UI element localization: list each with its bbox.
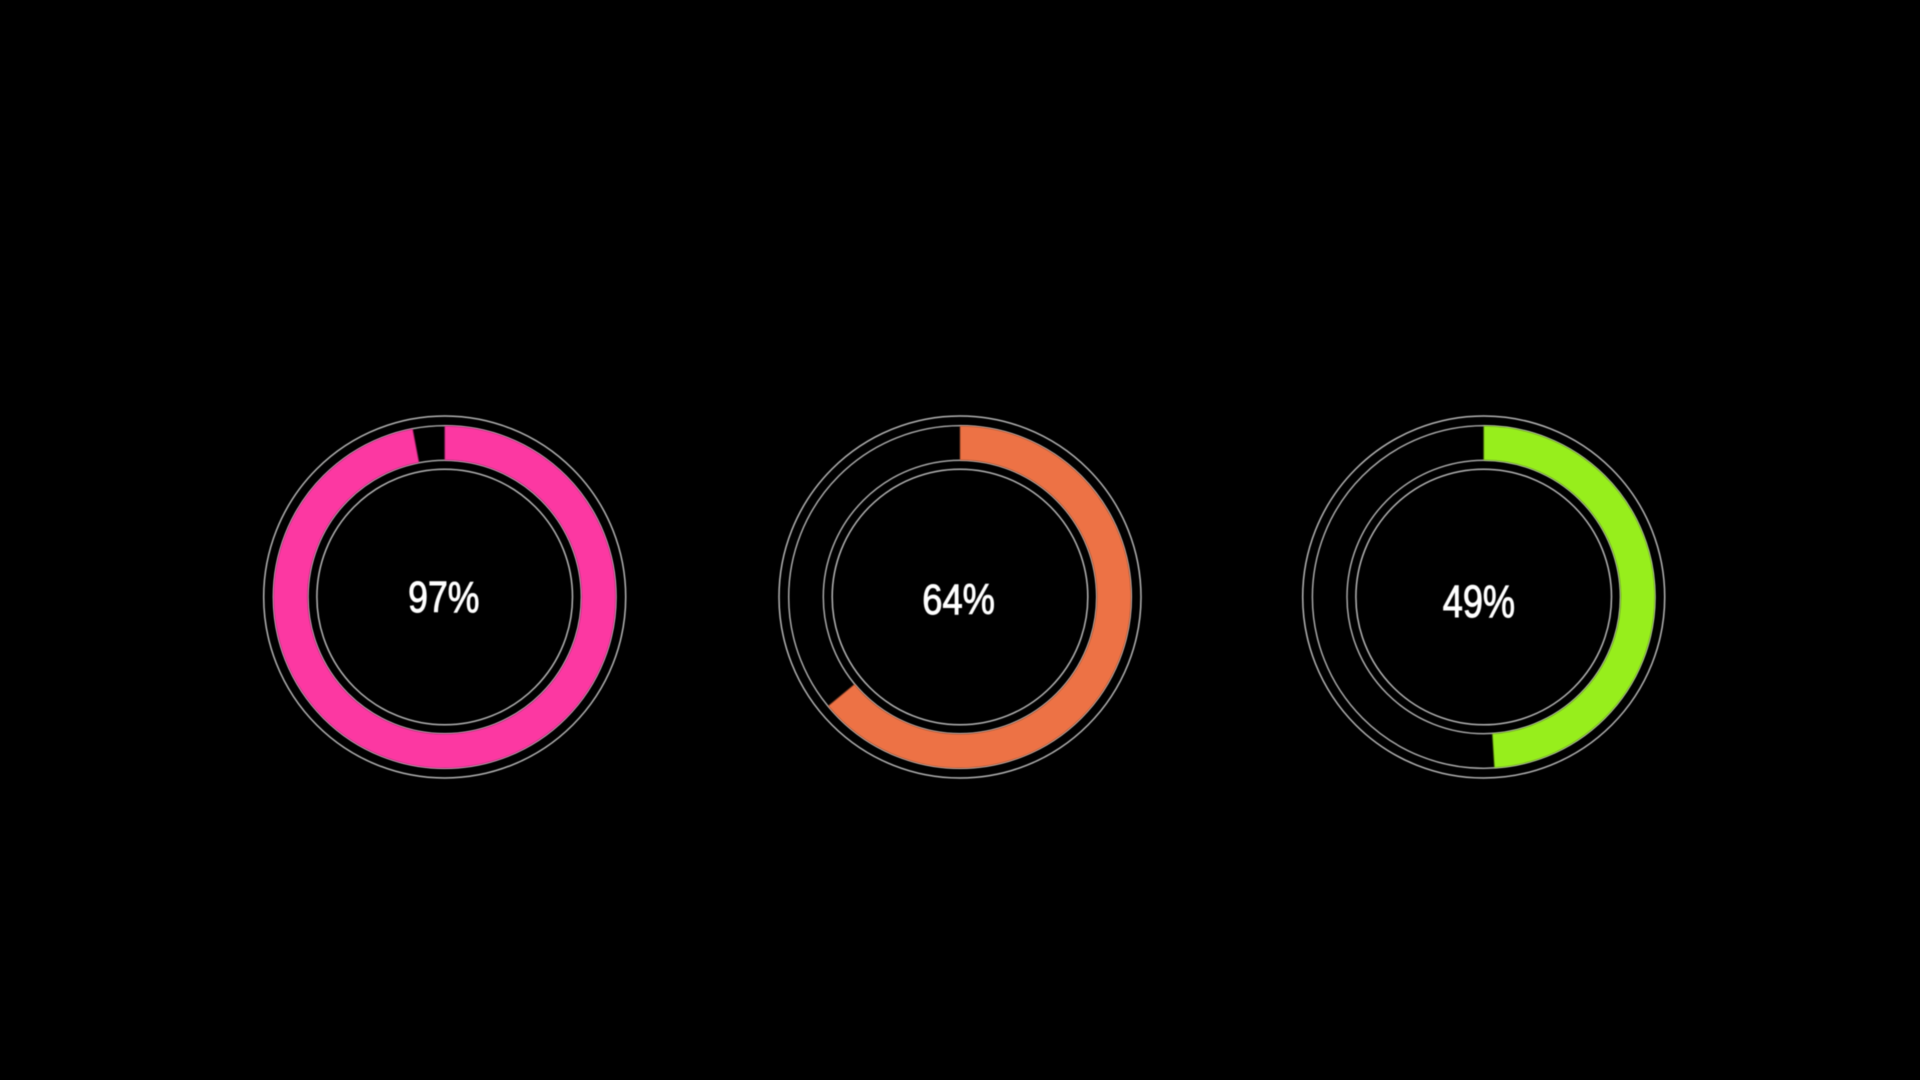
svg-text:49%: 49% bbox=[1443, 576, 1515, 627]
svg-text:64%: 64% bbox=[922, 576, 995, 623]
svg-text:97%: 97% bbox=[408, 574, 479, 622]
